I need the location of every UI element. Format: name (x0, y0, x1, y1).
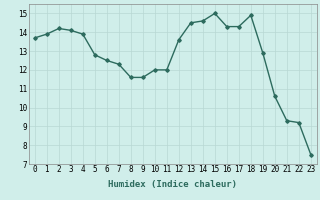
X-axis label: Humidex (Indice chaleur): Humidex (Indice chaleur) (108, 180, 237, 189)
